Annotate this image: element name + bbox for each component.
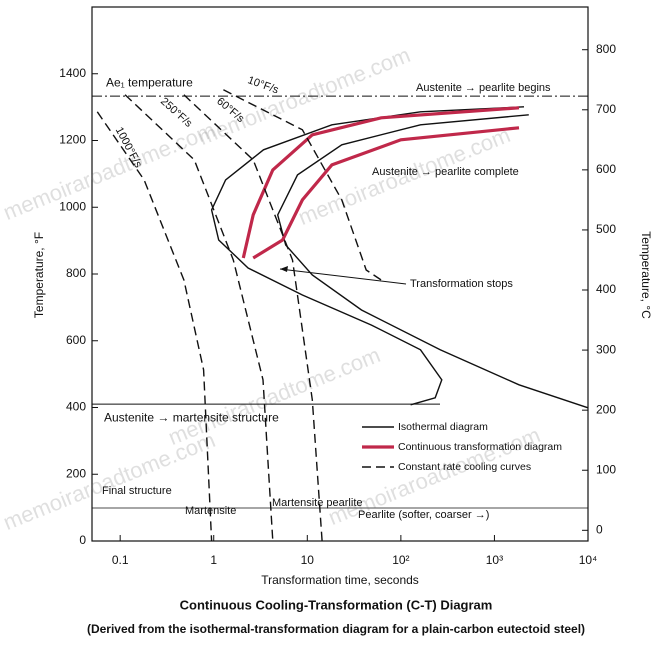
y2-tick-label: 600 — [596, 162, 616, 176]
legend-label: Isothermal diagram — [398, 421, 488, 433]
y-axis-label: Temperature, °F — [32, 232, 46, 318]
y-tick-label: 600 — [66, 333, 86, 347]
x-tick-label: 0.1 — [112, 553, 129, 567]
y2-tick-label: 200 — [596, 402, 616, 416]
annotation: Transformation stops — [410, 278, 513, 290]
y-tick-label: 1200 — [59, 133, 86, 147]
chart-subtitle: (Derived from the isothermal-transformat… — [87, 622, 585, 636]
y2-tick-label: 300 — [596, 342, 616, 356]
annotation: Martensite pearlite — [272, 497, 363, 509]
x-tick-label: 10 — [301, 553, 315, 567]
y2-tick-label: 800 — [596, 42, 616, 56]
curve-label: 10°F/s — [246, 74, 281, 96]
y-tick-label: 1400 — [59, 66, 86, 80]
annotation: Pearlite (softer, coarser →) — [358, 509, 489, 521]
watermark: memoiraroadtome.com — [165, 342, 384, 450]
legend-label: Continuous transformation diagram — [398, 441, 562, 453]
annotation: Final structure — [102, 485, 172, 497]
curve — [96, 111, 213, 542]
x-tick-label: 10² — [392, 553, 409, 567]
y2-tick-label: 500 — [596, 222, 616, 236]
watermark: memoiraroadtome.com — [0, 117, 219, 225]
x-tick-label: 10⁴ — [579, 553, 598, 567]
annotation-arrow — [279, 268, 407, 285]
y2-tick-label: 100 — [596, 462, 616, 476]
y2-tick-label: 400 — [596, 282, 616, 296]
curve-label: Austenite → pearlite begins — [416, 82, 551, 94]
ms-label: Austenite → martensite structure — [104, 410, 279, 424]
legend-label: Constant rate cooling curves — [398, 461, 531, 473]
annotation: Martensite — [185, 505, 236, 517]
chart-title: Continuous Cooling-Transformation (C-T) … — [180, 597, 493, 612]
curve — [210, 106, 525, 406]
curve — [241, 106, 520, 259]
curve — [124, 94, 274, 542]
y2-tick-label: 700 — [596, 102, 616, 116]
y2-tick-label: 0 — [596, 522, 603, 536]
y-tick-label: 400 — [66, 400, 86, 414]
y-tick-label: 1000 — [59, 199, 86, 213]
ae1-label: Ae₁ temperature — [106, 75, 193, 89]
curve — [276, 114, 589, 409]
y-tick-label: 800 — [66, 266, 86, 280]
y2-axis-label: Temperature, °C — [639, 231, 653, 319]
x-tick-label: 10³ — [486, 553, 503, 567]
x-axis-label: Transformation time, seconds — [261, 573, 419, 587]
curve — [223, 89, 382, 281]
arrow-head — [280, 266, 288, 272]
y-tick-label: 0 — [79, 533, 86, 547]
curve-label: Austenite → pearlite complete — [372, 166, 519, 178]
y-tick-label: 200 — [66, 466, 86, 480]
curve — [252, 126, 520, 260]
curve — [183, 94, 323, 542]
x-tick-label: 1 — [210, 553, 217, 567]
